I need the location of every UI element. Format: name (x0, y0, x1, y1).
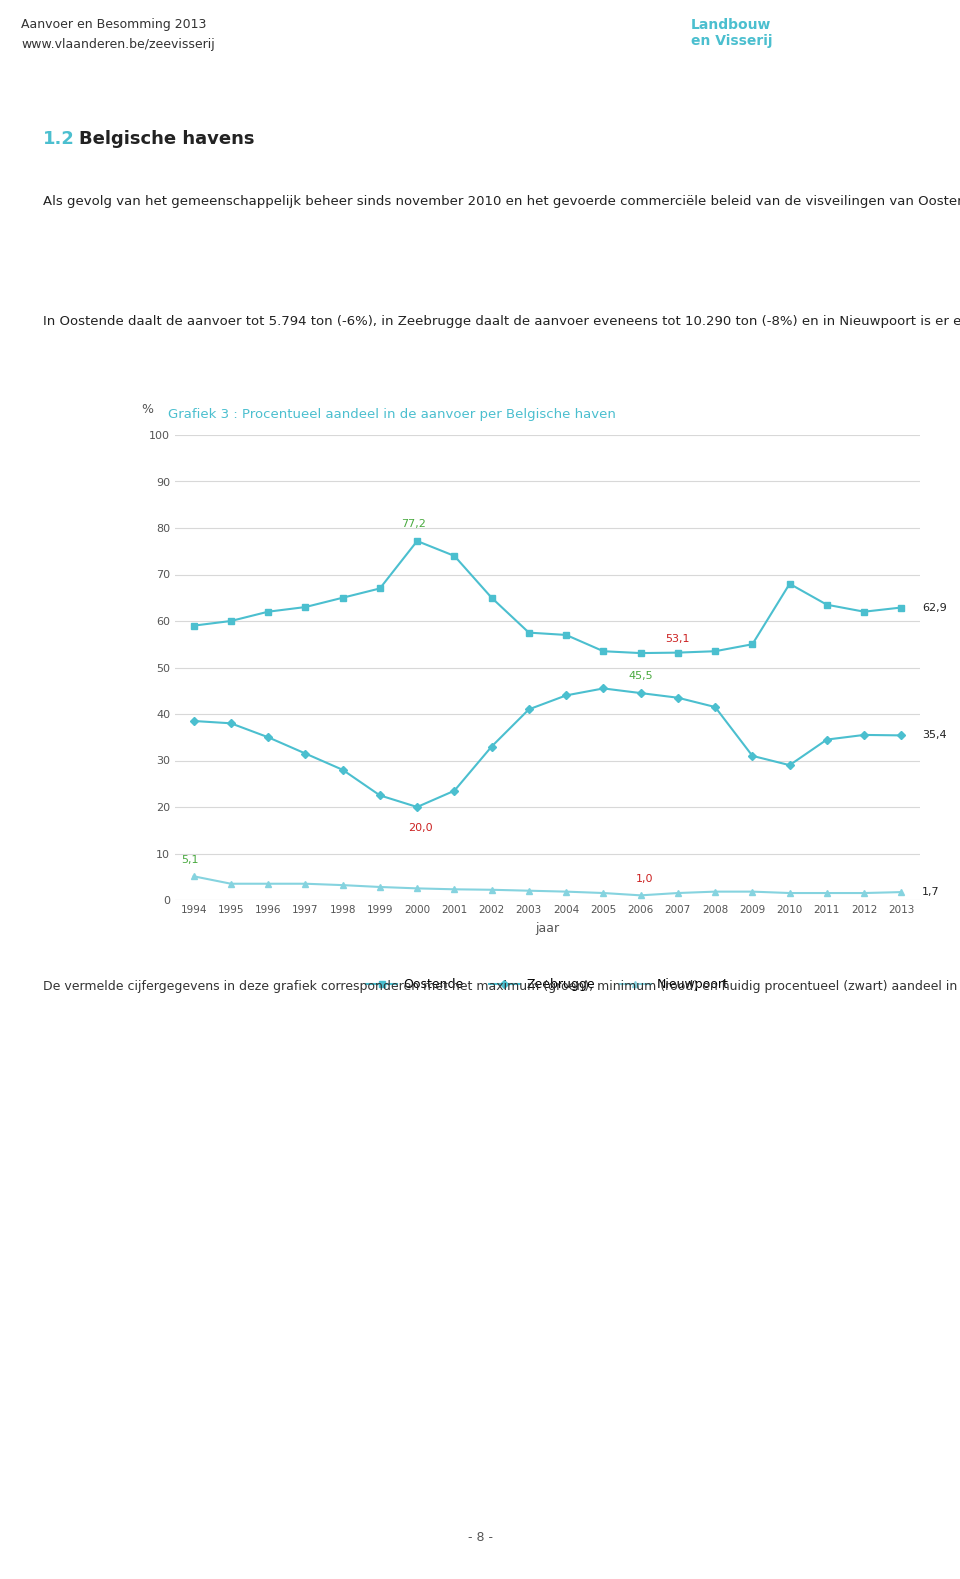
Nieuwpoort (486, 881, 497, 900)
Text: 35,4: 35,4 (922, 731, 947, 741)
Text: Aanvoer en Besomming 2013: Aanvoer en Besomming 2013 (21, 17, 206, 32)
Nieuwpoort (784, 884, 796, 903)
Nieuwpoort (262, 875, 274, 894)
Zeebrugge (337, 761, 348, 780)
Oostende (448, 546, 460, 565)
Text: Als gevolg van het gemeenschappelijk beheer sinds november 2010 en het gevoerde : Als gevolg van het gemeenschappelijk beh… (43, 194, 960, 208)
Nieuwpoort (448, 880, 460, 898)
Text: www.vlaanderen.be/zeevisserij: www.vlaanderen.be/zeevisserij (21, 38, 215, 51)
Text: - 8 -: - 8 - (468, 1532, 492, 1544)
Nieuwpoort (374, 878, 386, 897)
Oostende (523, 624, 535, 643)
Oostende (672, 643, 684, 662)
Text: In Oostende daalt de aanvoer tot 5.794 ton (-6%), in Zeebrugge daalt de aanvoer : In Oostende daalt de aanvoer tot 5.794 t… (43, 314, 960, 328)
Line: Zeebrugge: Zeebrugge (191, 685, 904, 810)
Line: Nieuwpoort: Nieuwpoort (190, 873, 905, 898)
Oostende (412, 532, 423, 551)
Zeebrugge (188, 712, 200, 731)
Text: 1.2: 1.2 (43, 129, 75, 148)
Nieuwpoort (635, 886, 646, 905)
Nieuwpoort (858, 884, 870, 903)
Oostende (821, 595, 832, 614)
Nieuwpoort (188, 867, 200, 886)
Text: 1,7: 1,7 (922, 887, 940, 897)
Text: Grafiek 3 : Procentueel aandeel in de aanvoer per Belgische haven: Grafiek 3 : Procentueel aandeel in de aa… (168, 407, 616, 422)
Zeebrugge (486, 737, 497, 756)
Oostende (561, 625, 572, 644)
Zeebrugge (561, 685, 572, 704)
Zeebrugge (412, 797, 423, 816)
Oostende (635, 644, 646, 663)
Nieuwpoort (747, 883, 758, 902)
Text: De vermelde cijfergegevens in deze grafiek corresponderen met het maximum (groen: De vermelde cijfergegevens in deze grafi… (43, 981, 960, 993)
Nieuwpoort (412, 880, 423, 898)
Text: Landbouw
en Visserij: Landbouw en Visserij (691, 17, 773, 49)
Nieuwpoort (896, 883, 907, 902)
Text: 77,2: 77,2 (401, 519, 426, 529)
Oostende (784, 575, 796, 594)
Oostende (896, 598, 907, 617)
Zeebrugge (747, 747, 758, 766)
Zeebrugge (523, 699, 535, 718)
Text: 1,0: 1,0 (636, 873, 653, 884)
Text: 20,0: 20,0 (409, 823, 433, 834)
Zeebrugge (896, 726, 907, 745)
Zeebrugge (821, 729, 832, 748)
Text: %: % (141, 403, 154, 417)
Oostende (188, 616, 200, 635)
Nieuwpoort (300, 875, 311, 894)
Nieuwpoort (561, 883, 572, 902)
Nieuwpoort (598, 884, 610, 903)
Zeebrugge (672, 688, 684, 707)
Legend: Oostende, Zeebrugge, Nieuwpoort: Oostende, Zeebrugge, Nieuwpoort (361, 973, 734, 996)
X-axis label: jaar: jaar (536, 922, 560, 935)
Text: 62,9: 62,9 (922, 603, 947, 613)
Oostende (225, 611, 236, 630)
Zeebrugge (300, 744, 311, 763)
Text: 45,5: 45,5 (628, 671, 653, 682)
Text: 5,1: 5,1 (181, 854, 199, 865)
Nieuwpoort (821, 884, 832, 903)
Zeebrugge (709, 698, 721, 717)
Nieuwpoort (523, 881, 535, 900)
Line: Oostende: Oostende (190, 537, 905, 657)
Nieuwpoort (337, 876, 348, 895)
Nieuwpoort (672, 884, 684, 903)
Oostende (337, 589, 348, 608)
Oostende (262, 602, 274, 621)
Zeebrugge (374, 786, 386, 805)
Oostende (598, 641, 610, 660)
Zeebrugge (858, 725, 870, 744)
Oostende (486, 589, 497, 608)
Zeebrugge (225, 714, 236, 733)
Zeebrugge (262, 728, 274, 747)
Zeebrugge (448, 782, 460, 801)
Oostende (374, 579, 386, 598)
Oostende (709, 641, 721, 660)
Oostende (747, 635, 758, 654)
Text: 53,1: 53,1 (665, 633, 690, 644)
Text: Belgische havens: Belgische havens (79, 129, 254, 148)
Nieuwpoort (709, 883, 721, 902)
Nieuwpoort (225, 875, 236, 894)
Oostende (858, 602, 870, 621)
Zeebrugge (635, 684, 646, 703)
Zeebrugge (598, 679, 610, 698)
Zeebrugge (784, 756, 796, 775)
Oostende (300, 597, 311, 616)
